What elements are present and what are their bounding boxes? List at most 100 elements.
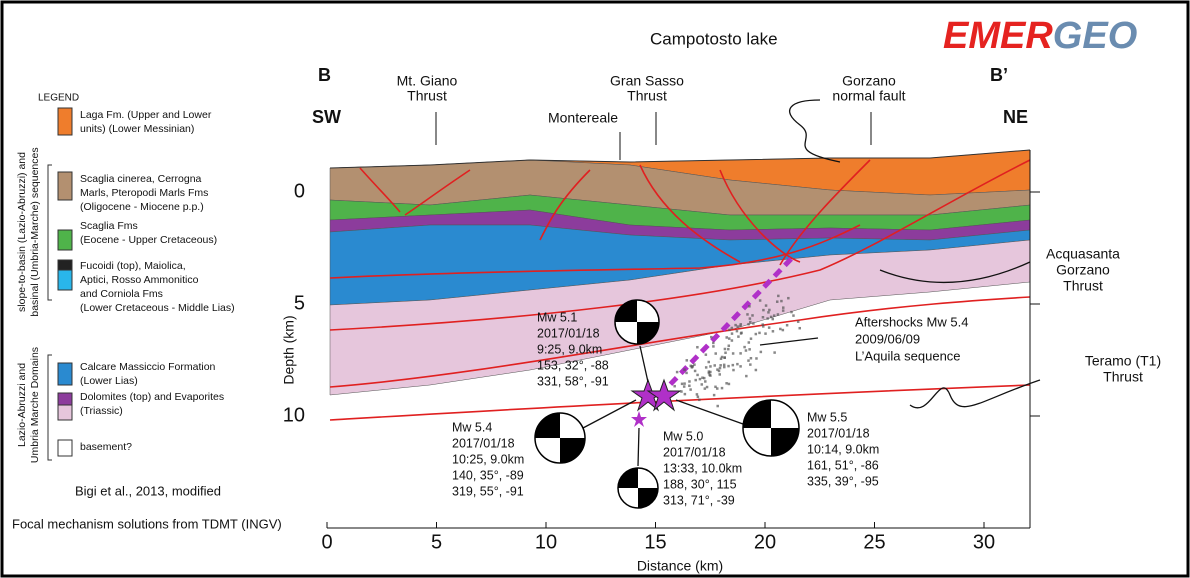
aftershock bbox=[685, 372, 688, 375]
beachball bbox=[743, 400, 799, 456]
legend-label: (Eocene - Upper Cretaceous) bbox=[80, 234, 217, 246]
structure-label: normal fault bbox=[832, 88, 905, 104]
aftershock bbox=[706, 386, 709, 389]
aftershock bbox=[777, 295, 780, 298]
aftershock bbox=[704, 387, 707, 390]
aftershock bbox=[746, 313, 749, 316]
aftershock bbox=[725, 336, 728, 339]
aftershock bbox=[772, 330, 775, 333]
aftershock bbox=[760, 351, 763, 354]
direction: NE bbox=[1003, 107, 1028, 127]
aftershock bbox=[776, 300, 779, 303]
legend-label: Aptici, Rosso Ammonitico bbox=[80, 274, 199, 286]
x-tick-label: 0 bbox=[321, 531, 332, 553]
aftershock bbox=[745, 375, 748, 378]
aftershock bbox=[683, 382, 686, 385]
swatch bbox=[58, 405, 72, 420]
aftershock bbox=[797, 320, 800, 323]
aftershock bbox=[724, 348, 727, 351]
aftershock bbox=[731, 332, 734, 335]
aftershock bbox=[719, 367, 722, 370]
aftershock bbox=[728, 345, 731, 348]
aftershock bbox=[743, 346, 746, 349]
x-tick-label: 15 bbox=[644, 531, 666, 553]
aftershock bbox=[749, 317, 752, 320]
beachball bbox=[618, 468, 658, 508]
aftershock bbox=[684, 393, 687, 396]
legend-label: Dolomites (top) and Evaporites bbox=[80, 391, 224, 403]
aftershock bbox=[731, 327, 734, 330]
aftershock bbox=[772, 318, 775, 321]
aftershock bbox=[759, 299, 762, 302]
event-label: 153, 32°, -88 bbox=[537, 358, 609, 372]
aftershock bbox=[773, 351, 776, 354]
aftershock bbox=[701, 383, 704, 386]
event-label: 9:25, 9.0km bbox=[537, 342, 602, 356]
event-label: Mw 5.5 bbox=[807, 410, 847, 424]
aftershock bbox=[686, 359, 689, 362]
legend-label: units) (Lower Messinian) bbox=[80, 123, 194, 135]
event-label: Mw 5.4 bbox=[452, 420, 492, 434]
legend-label: (Lower Cretaceous - Middle Lias) bbox=[80, 302, 235, 314]
aftershock bbox=[762, 325, 765, 328]
swatch bbox=[58, 260, 72, 270]
aftershock bbox=[701, 376, 704, 379]
aftershock bbox=[755, 357, 758, 360]
aftershock bbox=[714, 386, 717, 389]
aftershock bbox=[723, 364, 726, 367]
aftershock bbox=[696, 374, 699, 377]
aftershock bbox=[723, 356, 726, 359]
beachball bbox=[615, 300, 659, 344]
aftershock bbox=[713, 364, 716, 367]
lake-label: Campotosto lake bbox=[650, 29, 778, 48]
cross-section: LEGENDLaga Fm. (Upper and Lowerunits) (L… bbox=[0, 0, 1190, 578]
event-label: 188, 30°, 115 bbox=[663, 477, 737, 491]
aftershock bbox=[676, 371, 679, 374]
swatch bbox=[58, 108, 72, 135]
aftershock bbox=[758, 332, 761, 335]
aftershock bbox=[787, 297, 790, 300]
aftershock bbox=[748, 341, 751, 344]
aftershock bbox=[683, 368, 686, 371]
aftershock bbox=[790, 311, 793, 314]
aftershock bbox=[721, 356, 724, 359]
event-label: 331, 58°, -91 bbox=[537, 374, 609, 388]
event-label: 319, 55°, -91 bbox=[452, 484, 524, 498]
group-label: basinal (Umbria-Marche) sequences bbox=[29, 147, 41, 316]
aftershock bbox=[732, 364, 735, 367]
aftershock bbox=[714, 352, 717, 355]
aftershock bbox=[728, 329, 731, 332]
event-label: Mw 5.1 bbox=[537, 310, 577, 324]
aftershock bbox=[699, 378, 702, 381]
logo: EMERGEO bbox=[943, 15, 1137, 57]
aftershock bbox=[718, 373, 721, 376]
aftershock bbox=[739, 352, 742, 355]
y-axis-title: Depth (km) bbox=[281, 315, 297, 384]
structure-label: Thrust bbox=[627, 88, 667, 104]
legend-label: (Triassic) bbox=[80, 405, 123, 417]
aftershock bbox=[773, 314, 776, 317]
swatch bbox=[58, 363, 72, 385]
structure-label: L’Aquila sequence bbox=[855, 348, 961, 363]
aftershock bbox=[704, 380, 707, 383]
structure-label: Thrust bbox=[1063, 278, 1103, 294]
aftershock bbox=[707, 361, 710, 364]
legend-title: LEGEND bbox=[38, 93, 79, 104]
structure-label: Thrust bbox=[1103, 369, 1143, 385]
structure-label: Montereale bbox=[548, 110, 618, 126]
aftershock bbox=[691, 365, 694, 368]
swatch bbox=[58, 440, 72, 456]
structure-label: Gran Sasso bbox=[610, 73, 684, 89]
swatch bbox=[58, 172, 72, 200]
aftershock bbox=[709, 365, 712, 368]
structure-label: Aftershocks Mw 5.4 bbox=[855, 314, 968, 329]
event-label: 2017/01/18 bbox=[807, 426, 870, 440]
logo-part: EMER bbox=[943, 15, 1053, 57]
aftershock bbox=[770, 316, 773, 319]
aftershock bbox=[749, 363, 752, 366]
x-tick-label: 25 bbox=[863, 531, 885, 553]
direction: SW bbox=[312, 107, 341, 127]
aftershock bbox=[762, 316, 765, 319]
y-tick-label: 0 bbox=[294, 180, 305, 202]
event-label: 335, 39°, -95 bbox=[807, 474, 879, 488]
